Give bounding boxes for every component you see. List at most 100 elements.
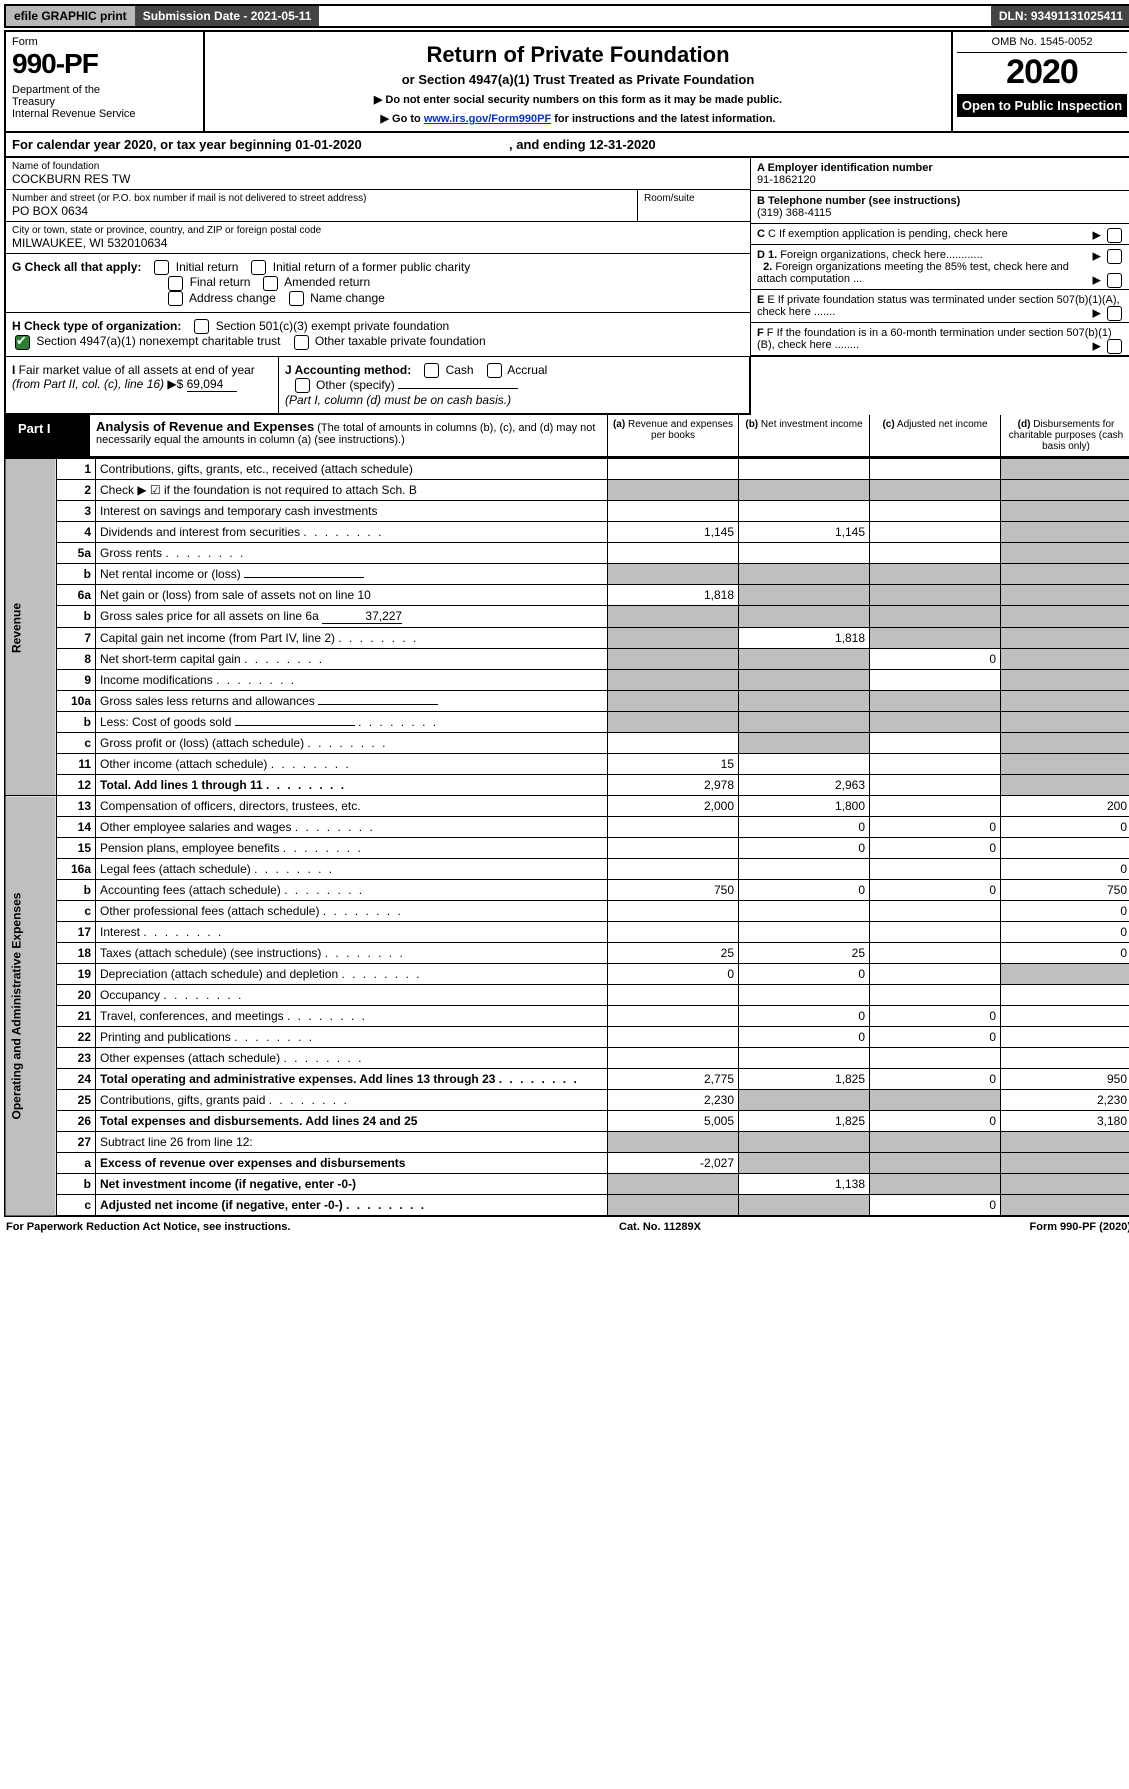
cell-a (608, 691, 739, 712)
cell-d (1001, 1048, 1129, 1069)
cell-c (870, 1132, 1001, 1153)
cell-b: 0 (739, 817, 870, 838)
irs-link[interactable]: www.irs.gov/Form990PF (424, 113, 551, 125)
cell-d (1001, 649, 1129, 670)
tax-year: 2020 (957, 53, 1127, 92)
submission-date: Submission Date - 2021-05-11 (135, 6, 320, 26)
cell-d (1001, 1174, 1129, 1195)
cell-c (870, 775, 1001, 796)
table-row: 19Depreciation (attach schedule) and dep… (5, 964, 1129, 985)
cell-c (870, 985, 1001, 1006)
row-desc: Excess of revenue over expenses and disb… (96, 1153, 608, 1174)
table-row: aExcess of revenue over expenses and dis… (5, 1153, 1129, 1174)
cell-a (608, 922, 739, 943)
checkbox-c[interactable] (1107, 228, 1122, 243)
row-num: 15 (57, 838, 96, 859)
checkbox-other-method[interactable] (295, 378, 310, 393)
checkbox-accrual[interactable] (487, 363, 502, 378)
row-num: 5a (57, 543, 96, 564)
header-mid: Return of Private Foundation or Section … (205, 32, 951, 131)
cell-d (1001, 1132, 1129, 1153)
checkbox-f[interactable] (1107, 339, 1122, 354)
address-row: Number and street (or P.O. box number if… (6, 190, 750, 222)
row-desc: Depreciation (attach schedule) and deple… (96, 964, 608, 985)
table-row: 6aNet gain or (loss) from sale of assets… (5, 585, 1129, 606)
checkbox-initial-former[interactable] (251, 260, 266, 275)
checkbox-4947a1[interactable] (15, 335, 30, 350)
form-number: 990-PF (12, 48, 197, 80)
cell-c: 0 (870, 880, 1001, 901)
cell-d (1001, 459, 1129, 480)
row-desc: Compensation of officers, directors, tru… (96, 796, 608, 817)
table-row: cGross profit or (loss) (attach schedule… (5, 733, 1129, 754)
row-num: 16a (57, 859, 96, 880)
checkbox-cash[interactable] (424, 363, 439, 378)
cell-a: 0 (608, 964, 739, 985)
city-box: City or town, state or province, country… (6, 222, 750, 254)
cell-c (870, 522, 1001, 543)
table-row: 20Occupancy (5, 985, 1129, 1006)
checkbox-e[interactable] (1107, 306, 1122, 321)
table-row: 8Net short-term capital gain 0 (5, 649, 1129, 670)
cell-a (608, 564, 739, 585)
table-row: 12Total. Add lines 1 through 11 2,9782,9… (5, 775, 1129, 796)
col-c-head: (c) Adjusted net income (870, 415, 1001, 456)
cell-c (870, 943, 1001, 964)
expenses-side-label: Operating and Administrative Expenses (5, 796, 57, 1217)
row-desc: Other expenses (attach schedule) (96, 1048, 608, 1069)
cell-b: 25 (739, 943, 870, 964)
table-row: 25Contributions, gifts, grants paid 2,23… (5, 1090, 1129, 1111)
cell-b (739, 859, 870, 880)
cell-d (1001, 543, 1129, 564)
checkbox-amended[interactable] (263, 276, 278, 291)
table-row: 22Printing and publications 00 (5, 1027, 1129, 1048)
cell-c (870, 1090, 1001, 1111)
checkbox-501c3[interactable] (194, 319, 209, 334)
cell-d (1001, 964, 1129, 985)
cell-d (1001, 522, 1129, 543)
cell-a: 2,775 (608, 1069, 739, 1090)
row-desc: Gross sales price for all assets on line… (96, 606, 608, 628)
footer: For Paperwork Reduction Act Notice, see … (4, 1217, 1129, 1237)
cell-c (870, 564, 1001, 585)
efile-label: efile GRAPHIC print (6, 6, 135, 26)
cell-d (1001, 670, 1129, 691)
cell-b: 1,825 (739, 1111, 870, 1132)
checkbox-d1[interactable] (1107, 249, 1122, 264)
cell-c (870, 901, 1001, 922)
cell-a (608, 1006, 739, 1027)
row-num: 18 (57, 943, 96, 964)
checkbox-other-taxable[interactable] (294, 335, 309, 350)
row-num: 7 (57, 628, 96, 649)
ein-box: A Employer identification number 91-1862… (751, 158, 1129, 191)
cell-d (1001, 564, 1129, 585)
table-row: bGross sales price for all assets on lin… (5, 606, 1129, 628)
cell-a: 2,978 (608, 775, 739, 796)
cell-d (1001, 838, 1129, 859)
row-num: 10a (57, 691, 96, 712)
row-desc: Printing and publications (96, 1027, 608, 1048)
row-desc: Gross rents (96, 543, 608, 564)
cell-b: 0 (739, 880, 870, 901)
checkbox-initial[interactable] (154, 260, 169, 275)
e-box: E E If private foundation status was ter… (751, 290, 1129, 323)
row-num: 22 (57, 1027, 96, 1048)
checkbox-name-change[interactable] (289, 291, 304, 306)
table-row: 11Other income (attach schedule) 15 (5, 754, 1129, 775)
table-row: 23Other expenses (attach schedule) (5, 1048, 1129, 1069)
form-label: Form (12, 36, 197, 48)
checkbox-d2[interactable] (1107, 273, 1122, 288)
table-row: 15Pension plans, employee benefits 00 (5, 838, 1129, 859)
cell-b (739, 1195, 870, 1217)
foundation-name-box: Name of foundation COCKBURN RES TW (6, 158, 750, 190)
cell-a: 25 (608, 943, 739, 964)
cell-d: 2,230 (1001, 1090, 1129, 1111)
cell-c (870, 1048, 1001, 1069)
cell-a (608, 838, 739, 859)
checkbox-address-change[interactable] (168, 291, 183, 306)
table-row: 16aLegal fees (attach schedule) 0 (5, 859, 1129, 880)
cell-d (1001, 754, 1129, 775)
row-desc: Check ▶ ☑ if the foundation is not requi… (96, 480, 608, 501)
d-box: D 1. Foreign organizations, check here..… (751, 245, 1129, 290)
checkbox-final[interactable] (168, 276, 183, 291)
